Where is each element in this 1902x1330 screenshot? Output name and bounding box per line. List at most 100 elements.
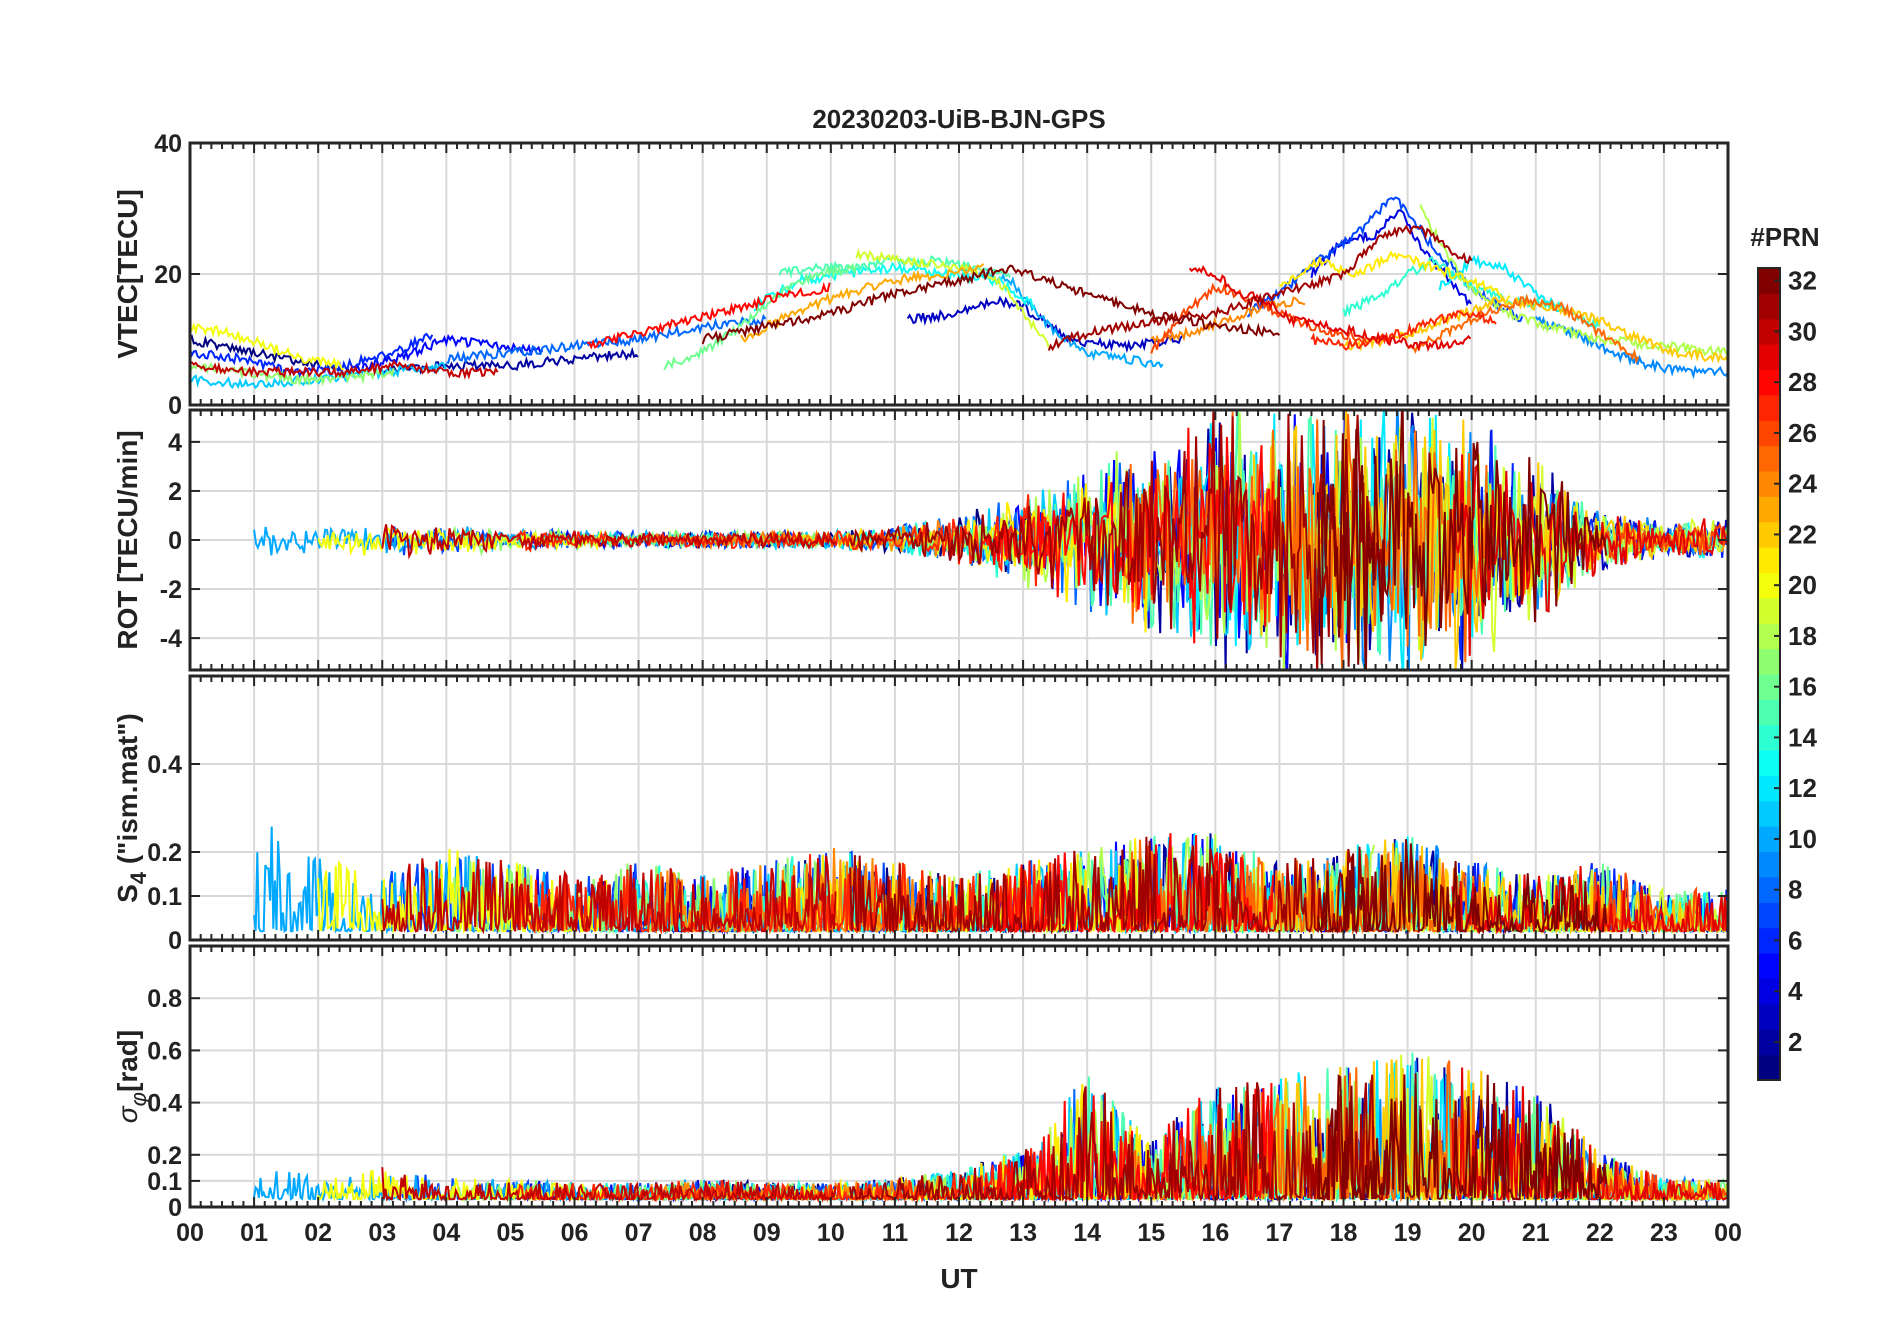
colorbar-segment: [1758, 496, 1780, 523]
data-lines: [253, 410, 1728, 670]
x-tick-label: 06: [561, 1219, 589, 1247]
series-line: [1316, 410, 1608, 670]
colorbar-frame: [1757, 267, 1781, 1081]
x-tick-label: 11: [882, 1219, 909, 1247]
grid: [190, 143, 1728, 405]
y-tick-labels: 0 0.1 0.2 0.4: [147, 751, 182, 955]
colorbar-tick-label: 22: [1788, 519, 1817, 549]
colorbar-segment: [1758, 724, 1780, 751]
colorbar-segment: [1758, 547, 1780, 573]
colorbar-segment: [1758, 927, 1780, 954]
colorbar-segment: [1758, 1054, 1780, 1081]
colorbar-tick-label: 26: [1788, 418, 1817, 448]
series-line: [983, 427, 1274, 644]
series-line: [1586, 1161, 1728, 1203]
tick-marks: [189, 142, 1729, 406]
colorbar-segment: [1758, 420, 1780, 447]
vtec-series-line: [1419, 204, 1728, 358]
series-line: [849, 1074, 1388, 1203]
colorbar-segment: [1758, 394, 1780, 421]
vtec-series-line: [190, 359, 499, 380]
panel-sigma-phi: 00.10.2 0.4 0.6 0.8 σφ[rad]: [112, 944, 1730, 1222]
panel-rot: -4 -2 0 2 4 ROT [TECU/min]: [112, 408, 1730, 672]
x-tick-label: 13: [1009, 1219, 1037, 1247]
colorbar-segment: [1758, 877, 1780, 903]
colorbar-tick-label: 20: [1788, 570, 1817, 600]
figure-title: 20230203-UiB-BJN-GPS: [812, 104, 1105, 134]
colorbar-tick-label: 24: [1788, 469, 1817, 499]
x-tick-label: 09: [753, 1219, 781, 1247]
colorbar-segment: [1758, 851, 1780, 878]
colorbar-segment: [1758, 826, 1780, 853]
vtec-series-line: [1150, 296, 1306, 345]
x-tick-label: 21: [1522, 1219, 1550, 1247]
series-line: [381, 1167, 837, 1204]
colorbar-segment: [1758, 775, 1780, 802]
y-tick-label: 0: [168, 392, 182, 420]
colorbar-segment: [1758, 800, 1780, 827]
y-tick-label: 0.6: [147, 1037, 182, 1065]
colorbar-tick-label: 30: [1788, 316, 1817, 346]
vtec-series-line: [587, 282, 831, 350]
x-tick-label: 05: [497, 1219, 525, 1247]
colorbar-tick-label: 16: [1788, 672, 1817, 702]
colorbar-segment: [1758, 750, 1780, 776]
x-tick-label: 20: [1458, 1219, 1486, 1247]
y-axis-label-tail: ("ism.mat"): [112, 713, 143, 872]
panel-vtec: 0 20 40 VTEC[TECU]: [112, 130, 1730, 420]
colorbar-segment: [1758, 699, 1780, 726]
y-tick-label: 4: [168, 429, 182, 457]
colorbar-title: #PRN: [1750, 222, 1819, 252]
colorbar-segment: [1758, 268, 1780, 294]
colorbar-tick-label: 2: [1788, 1027, 1802, 1057]
x-tick-label: 07: [625, 1219, 653, 1247]
x-tick-label: 08: [689, 1219, 717, 1247]
y-axis-label-subscript: φ: [126, 1092, 151, 1106]
colorbar-tick-label: 10: [1788, 824, 1817, 854]
colorbar-segment: [1758, 623, 1780, 650]
colorbar-segment: [1758, 521, 1780, 548]
y-tick-labels: 00.10.2 0.4 0.6 0.8: [147, 985, 182, 1222]
x-tick-label: 00: [1714, 1219, 1742, 1247]
y-axis-label: S4 ("ism.mat"): [112, 713, 151, 903]
x-tick-label: 03: [368, 1219, 396, 1247]
colorbar-segment: [1758, 445, 1780, 472]
x-tick-label: 16: [1201, 1219, 1229, 1247]
series-line: [381, 524, 837, 560]
x-tick-label: 10: [817, 1219, 845, 1247]
y-axis-label-subscript: 4: [126, 871, 151, 884]
x-tick-label: 02: [304, 1219, 332, 1247]
y-tick-label: 0.2: [147, 1142, 182, 1170]
vtec-series-line: [855, 248, 1050, 348]
x-tick-label: 17: [1266, 1219, 1294, 1247]
x-tick-label: 22: [1586, 1219, 1614, 1247]
x-tick-label: 12: [945, 1219, 973, 1247]
series-line: [1316, 1073, 1608, 1202]
vtec-series-line: [1047, 224, 1473, 352]
x-tick-label: 18: [1330, 1219, 1358, 1247]
colorbar-segment: [1758, 471, 1780, 497]
vtec-series-line: [190, 322, 344, 371]
colorbar-segment: [1758, 293, 1780, 320]
y-axis-label-main: σ: [112, 1105, 143, 1123]
y-tick-label: 0.2: [147, 839, 182, 867]
series-line: [381, 855, 837, 935]
colorbar-segment: [1758, 318, 1780, 345]
y-tick-labels: -4 -2 0 2 4: [160, 429, 182, 653]
colorbar-tick-label: 28: [1788, 367, 1817, 397]
x-tick-label: 14: [1073, 1219, 1101, 1247]
y-tick-labels: 0 20 40: [154, 130, 182, 420]
y-tick-label: 0: [168, 527, 182, 555]
y-tick-label: 2: [168, 478, 182, 506]
y-tick-label: 0.8: [147, 985, 182, 1013]
colorbar-segment: [1758, 597, 1780, 624]
y-axis-label: VTEC[TECU]: [112, 189, 143, 359]
panel-s4: 00.10.20.4S4 ("ism.mat"): [112, 674, 1730, 955]
colorbar-segment: [1758, 572, 1780, 599]
x-tick-label: 04: [432, 1219, 460, 1247]
y-tick-label: 0.1: [147, 1168, 182, 1196]
y-tick-label: 0.4: [147, 1090, 182, 1118]
colorbar-tick-label: 14: [1788, 722, 1817, 752]
